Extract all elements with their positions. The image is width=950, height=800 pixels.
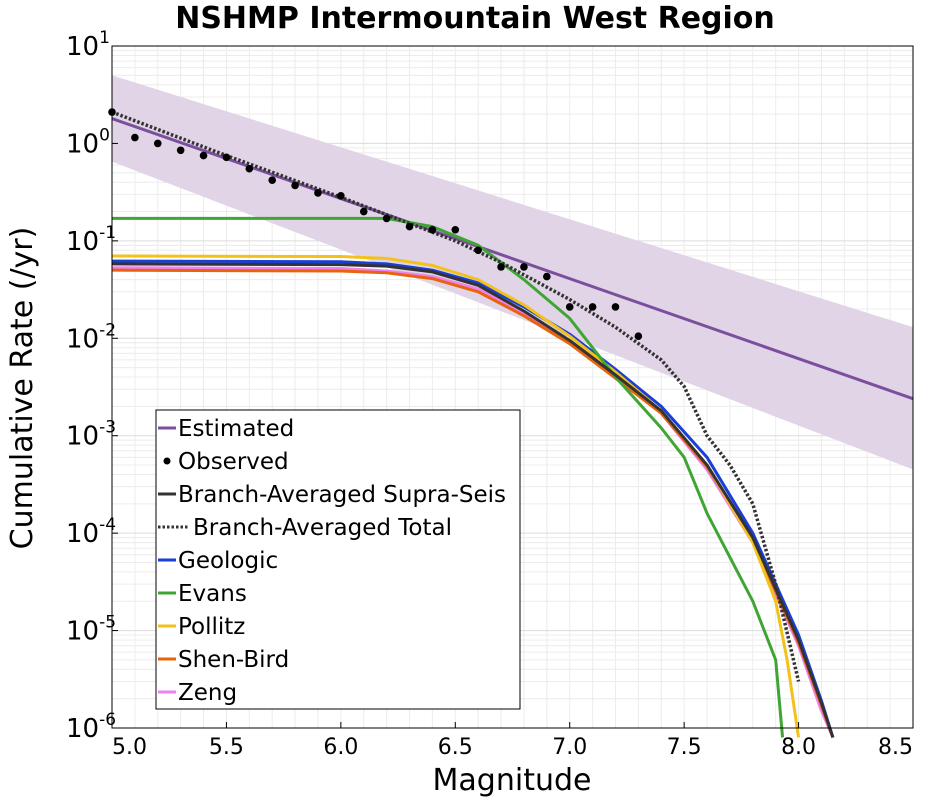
legend-label: Estimated	[178, 416, 294, 442]
x-tick-label: 5.5	[209, 735, 244, 760]
legend-label: Geologic	[178, 548, 278, 574]
series-line-estimated	[111, 117, 914, 401]
legend-label: Zeng	[178, 680, 237, 706]
observed-point	[131, 133, 139, 142]
legend-label: Branch-Averaged Total	[193, 515, 452, 541]
x-tick-label: 6.5	[438, 735, 473, 760]
observed-point	[428, 225, 437, 234]
observed-point	[359, 207, 368, 216]
observed-point	[565, 303, 574, 311]
observed-point	[543, 272, 551, 281]
legend-label: Observed	[178, 449, 289, 475]
observed-point	[337, 192, 345, 200]
x-axis-label: Magnitude	[433, 763, 592, 798]
y-tick-label: 10-5	[66, 613, 116, 647]
chart-title: NSHMP Intermountain West Region	[175, 1, 775, 36]
observed-point	[474, 246, 482, 255]
observed-point	[199, 151, 208, 160]
x-tick-label: 7.0	[552, 735, 587, 760]
y-tick-label: 10-2	[66, 320, 116, 354]
y-axis-ticks: 101 100 10-1 10-2 10-3 10-4 10-5 10-6	[66, 28, 118, 744]
observed-point	[611, 303, 620, 311]
y-tick-label: 100	[66, 125, 110, 159]
observed-point	[405, 222, 414, 231]
legend-label: Shen-Bird	[178, 647, 289, 673]
series-lines	[111, 110, 914, 739]
x-tick-label: 5.0	[112, 735, 147, 760]
x-tick-label: 6.0	[323, 735, 358, 760]
x-tick-label: 8.5	[878, 735, 913, 760]
observed-point	[268, 176, 277, 184]
observed-markers	[108, 108, 643, 341]
observed-point	[382, 214, 391, 223]
observed-point	[153, 139, 162, 148]
observed-point	[520, 263, 528, 271]
series-line-branch-averaged-total	[111, 110, 801, 682]
series-line-branch-averaged-supra-seis	[111, 262, 835, 738]
y-axis-label: Cumulative Rate (/yr)	[5, 227, 40, 550]
series-line-geologic	[111, 259, 835, 738]
observed-point	[222, 153, 231, 162]
observed-point	[588, 303, 597, 311]
x-tick-label: 7.5	[667, 735, 702, 760]
y-tick-label: 10-4	[66, 515, 116, 549]
series-line-pollitz	[111, 254, 801, 738]
y-tick-label: 101	[66, 28, 110, 62]
x-tick-label: 8.0	[781, 735, 816, 760]
observed-point	[497, 263, 505, 271]
observed-point	[245, 164, 254, 173]
observed-point	[451, 225, 460, 234]
legend-box	[155, 409, 521, 710]
observed-point	[291, 181, 299, 190]
observed-point	[314, 189, 322, 197]
y-tick-label: 10-3	[66, 418, 116, 452]
y-tick-label: 10-1	[66, 223, 116, 257]
observed-point	[634, 332, 643, 341]
legend-label: Branch-Averaged Supra-Seis	[178, 482, 506, 508]
x-axis-ticks: 5.0 5.5 6.0 6.5 7.0 7.5 8.0 8.5	[111, 722, 914, 760]
legend-marker	[163, 457, 171, 465]
y-tick-label: 10-6	[66, 710, 116, 744]
plot-frame	[111, 45, 914, 729]
observed-point	[176, 146, 185, 155]
legend: Estimated Observed Branch-Averaged Supra-S…	[155, 409, 521, 710]
legend-label: Pollitz	[178, 614, 245, 640]
legend-label: Evans	[178, 581, 247, 607]
